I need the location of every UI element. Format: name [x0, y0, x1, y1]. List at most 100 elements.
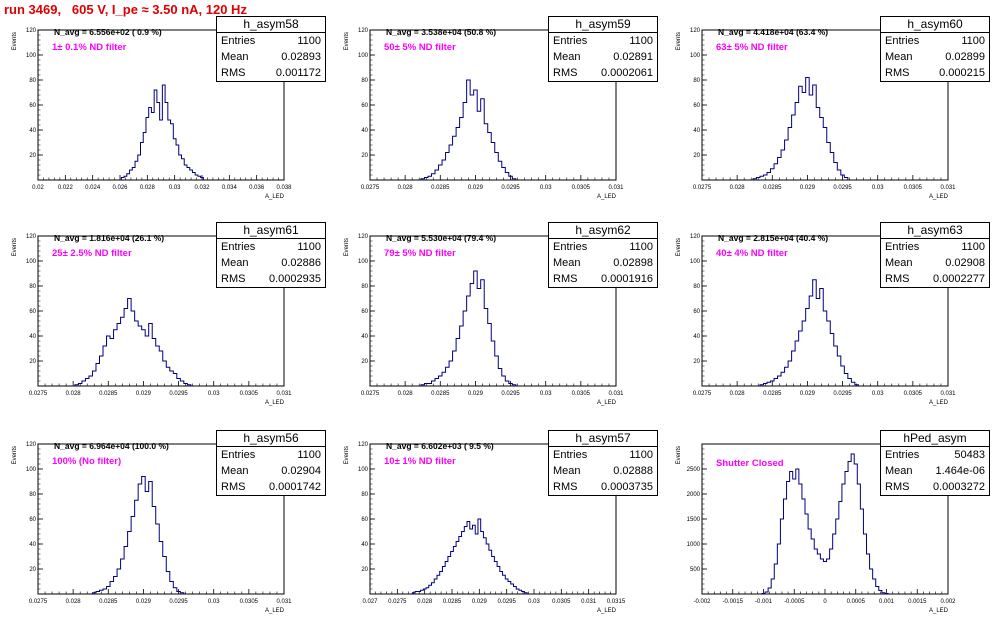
stats-entries-label: Entries: [553, 241, 588, 253]
navg-label: N_avg = 3.538e+04 (50.8 %): [386, 27, 496, 37]
histogram-bin: [839, 502, 842, 595]
filter-label: 63± 5% ND filter: [716, 42, 788, 53]
stats-rms-row: RMS 0.0003735: [549, 479, 657, 495]
x-axis-label: A_LED: [929, 194, 949, 200]
histogram-bin: [854, 464, 857, 594]
x-tick-label: 0.0305: [572, 185, 591, 191]
y-tick-label: 80: [693, 78, 700, 84]
stats-mean-row: Mean 0.02908: [881, 255, 989, 271]
x-tick-label: 0.0285: [431, 391, 450, 397]
stats-rms-row: RMS 0.0002935: [217, 271, 325, 287]
stats-rms-value: 0.0001742: [269, 481, 321, 493]
x-tick-label: 0.03: [169, 185, 181, 191]
stats-mean-row: Mean 0.02898: [549, 255, 657, 271]
stats-mean-row: Mean 0.02888: [549, 463, 657, 479]
x-tick-label: 0.029: [468, 391, 484, 397]
stats-entries-value: 1100: [961, 241, 985, 253]
filter-label: 25± 2.5% ND filter: [52, 248, 132, 259]
y-tick-label: 20: [29, 567, 36, 573]
x-tick-label: 0.0295: [833, 185, 852, 191]
stats-mean-label: Mean: [885, 257, 913, 269]
histogram-series-line: [74, 298, 192, 386]
stats-entries-row: Entries 1100: [549, 33, 657, 49]
histogram-bin: [876, 587, 879, 595]
histogram-bin: [842, 484, 845, 594]
histogram-bin: [774, 564, 777, 594]
stats-entries-value: 1100: [297, 241, 321, 253]
stats-rms-value: 0.0002061: [601, 67, 653, 79]
stats-mean-label: Mean: [221, 465, 249, 477]
y-tick-label: 2500: [687, 467, 701, 473]
x-tick-label: 0.0315: [607, 599, 626, 605]
x-tick-label: 0.0305: [552, 599, 571, 605]
x-tick-label: 0.028: [730, 185, 746, 191]
stats-entries-label: Entries: [553, 35, 588, 47]
y-tick-label: 20: [29, 153, 36, 159]
y-tick-label: 40: [361, 128, 368, 134]
y-tick-label: 120: [690, 28, 701, 34]
y-tick-label: 120: [358, 234, 369, 240]
y-tick-label: 100: [358, 53, 369, 59]
stats-entries-row: Entries 1100: [549, 239, 657, 255]
stats-rms-value: 0.0002935: [269, 273, 321, 285]
x-tick-label: 0.0005: [847, 599, 866, 605]
histogram-series-line: [420, 270, 517, 386]
x-tick-label: 0.0275: [29, 391, 48, 397]
histogram-bin: [811, 539, 814, 594]
y-tick-label: 100: [690, 53, 701, 59]
stats-mean-value: 0.02908: [945, 257, 985, 269]
y-tick-label: 2000: [687, 492, 701, 498]
x-tick-label: 0.0295: [497, 599, 516, 605]
histogram-bin: [820, 559, 823, 594]
stats-rms-row: RMS 0.0002277: [881, 271, 989, 287]
histogram-bin: [870, 569, 873, 594]
x-tick-label: 0.0305: [572, 391, 591, 397]
x-tick-label: 0.03: [540, 391, 552, 397]
histogram-bin: [867, 554, 870, 594]
stats-mean-value: 0.02904: [281, 465, 321, 477]
y-axis-label: Events: [676, 238, 682, 256]
y-tick-label: 80: [29, 78, 36, 84]
histogram-bin: [882, 593, 885, 594]
stats-entries-label: Entries: [553, 449, 588, 461]
y-tick-label: 60: [361, 517, 368, 523]
histogram-name: h_asym61: [217, 223, 325, 239]
x-axis-label: A_LED: [597, 400, 617, 406]
stats-box: h_asym59 Entries 1100 Mean 0.02891 RMS 0.00020…: [548, 16, 658, 82]
histogram-bin: [793, 479, 796, 594]
histogram-bin: [799, 484, 802, 594]
y-tick-label: 60: [29, 309, 36, 315]
y-axis-label: Events: [344, 238, 350, 256]
stats-mean-label: Mean: [221, 51, 249, 63]
histogram-name: h_asym63: [881, 223, 989, 239]
y-tick-label: 120: [358, 442, 369, 448]
filter-label: 40± 4% ND filter: [716, 248, 788, 259]
x-tick-label: 0.0295: [833, 391, 852, 397]
x-tick-label: 0.0275: [388, 599, 407, 605]
histogram-name: h_asym60: [881, 17, 989, 33]
x-tick-label: 0.029: [472, 599, 488, 605]
x-tick-label: 0.0295: [169, 391, 188, 397]
x-tick-label: 0.031: [608, 391, 624, 397]
x-tick-label: 0.03: [208, 599, 220, 605]
y-tick-label: 100: [26, 259, 37, 265]
navg-label: N_avg = 6.602e+03 ( 9.5 %): [386, 441, 494, 451]
x-tick-label: 0.0275: [693, 391, 712, 397]
navg-label: N_avg = 5.530e+04 (79.4 %): [386, 233, 496, 243]
y-tick-label: 20: [361, 359, 368, 365]
y-tick-label: 40: [29, 128, 36, 134]
stats-entries-row: Entries 1100: [217, 239, 325, 255]
histogram-series-line: [120, 84, 204, 180]
y-tick-label: 40: [29, 542, 36, 548]
histogram-bin: [780, 519, 783, 594]
histogram-bin: [762, 594, 765, 595]
stats-rms-label: RMS: [221, 67, 246, 79]
x-tick-label: 0.0275: [29, 599, 48, 605]
